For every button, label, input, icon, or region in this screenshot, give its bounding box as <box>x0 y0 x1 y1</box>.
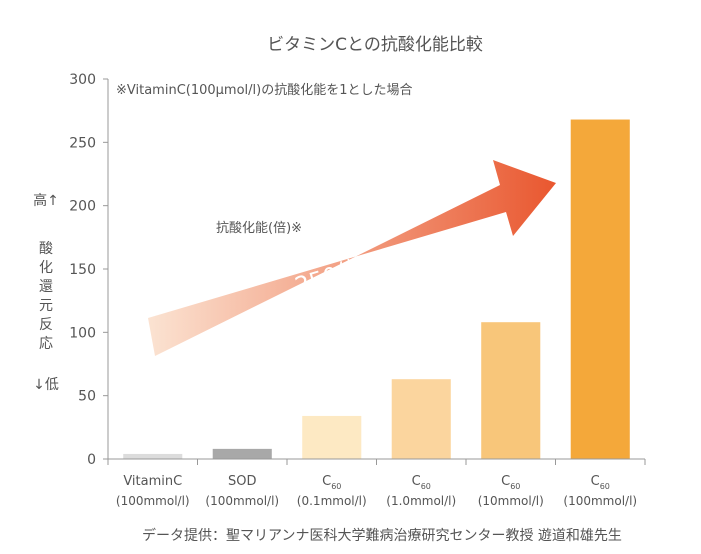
x-category-subscript: 60 <box>510 482 520 491</box>
y-tick-label: 150 <box>69 262 96 278</box>
bars <box>123 119 630 460</box>
y-label-char: 応 <box>39 336 53 352</box>
x-category-concentration: (10mmol/l) <box>478 494 544 508</box>
x-category-label: C60 <box>322 474 341 491</box>
chart-note: ※VitaminC(100μmol/l)の抗酸化能を1とした場合 <box>116 83 413 98</box>
bar <box>123 453 183 459</box>
y-label-char: 還 <box>39 279 53 295</box>
y-label-char: 酸 <box>39 241 53 257</box>
y-label-char: 元 <box>39 298 53 314</box>
source-credit: データ提供：聖マリアンナ医科大学難病治療研究センター教授 遊道和雄先生 <box>142 527 622 544</box>
x-category-label: C60 <box>591 474 610 491</box>
y-label-high: 高↑ <box>33 192 59 209</box>
y-axis: 0 50 100 150 200 250 300 <box>69 72 109 468</box>
x-category-subscript: 60 <box>421 482 431 491</box>
x-category-label: SOD <box>228 474 257 489</box>
series-label: 抗酸化能(倍)※ <box>216 221 302 236</box>
y-label-char: 反 <box>39 317 53 333</box>
x-category-concentration: (100mmol/l) <box>563 494 637 508</box>
x-category-concentration: (100mmol/l) <box>116 494 190 508</box>
y-label-char: 化 <box>39 260 53 276</box>
x-category-subscript: 60 <box>600 482 610 491</box>
x-category-label: VitaminC <box>123 474 182 489</box>
bar <box>481 322 541 459</box>
x-category-concentration: (0.1mmol/l) <box>297 494 367 508</box>
x-category-concentration: (1.0mmol/l) <box>386 494 456 508</box>
x-category-subscript: 60 <box>331 482 341 491</box>
x-axis: VitaminC (100mmol/l) SOD (100mmol/l) C60 (0.1… <box>107 458 646 508</box>
y-tick-label: 300 <box>69 72 96 88</box>
arrow-label: 250倍以上 <box>292 243 408 300</box>
chart-title: ビタミンCとの抗酸化能比較 <box>267 35 483 55</box>
bar <box>391 379 451 459</box>
bar <box>302 415 362 459</box>
y-label-low: ↓低 <box>33 377 59 393</box>
growth-arrow-shape <box>148 160 556 356</box>
x-category-concentration: (100mmol/l) <box>205 494 279 508</box>
y-tick-label: 200 <box>69 199 96 215</box>
y-tick-label: 100 <box>69 325 96 341</box>
x-category-label: C60 <box>501 474 520 491</box>
x-category-label: C60 <box>412 474 431 491</box>
y-tick-label: 0 <box>87 452 96 468</box>
y-tick-label: 250 <box>69 135 96 151</box>
bar <box>212 448 272 459</box>
bar <box>570 119 630 460</box>
y-tick-label: 50 <box>78 389 96 405</box>
